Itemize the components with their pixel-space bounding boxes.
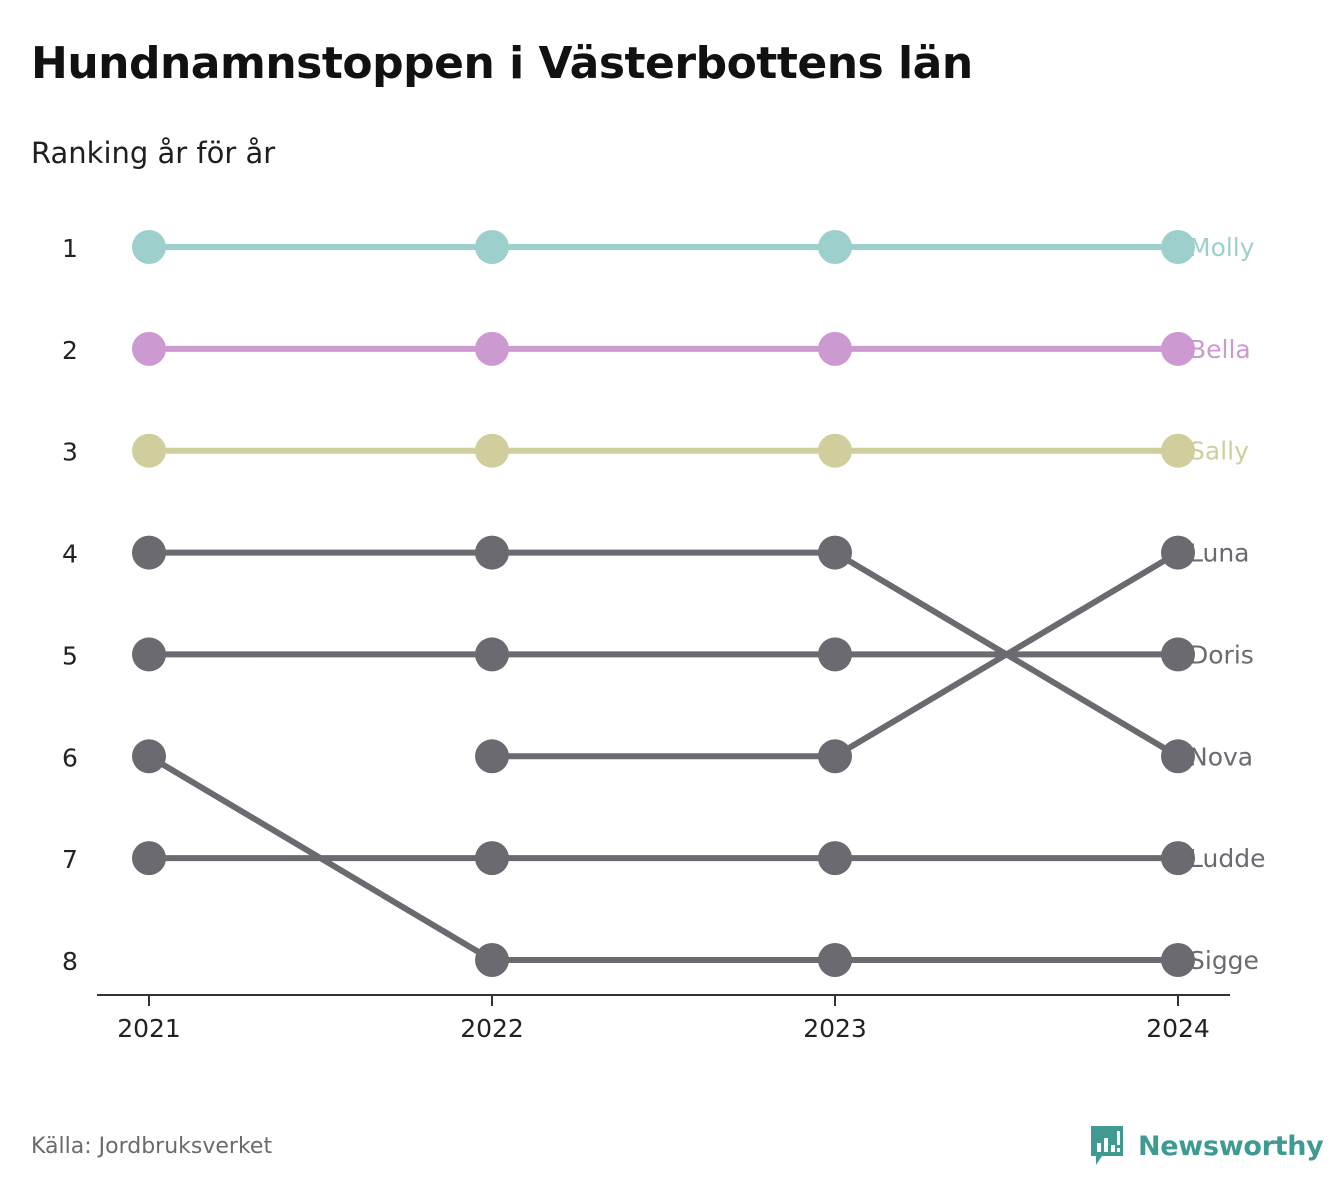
- data-point-doris: [818, 637, 852, 672]
- newsworthy-logo-icon: [1091, 1126, 1123, 1165]
- x-tick-label: 2022: [460, 1014, 524, 1043]
- series-label-bella: Bella: [1189, 335, 1251, 364]
- brand-name: Newsworthy: [1138, 1130, 1324, 1162]
- series-label-doris: Doris: [1189, 640, 1254, 669]
- source-note: Källa: Jordbruksverket: [31, 1134, 273, 1159]
- y-tick-label: 1: [62, 234, 78, 263]
- x-axis-ticks: 2021 2022 2023 2024: [117, 995, 1210, 1043]
- data-point-bella: [818, 331, 852, 366]
- data-point-nova: [818, 535, 852, 570]
- y-tick-label: 8: [62, 947, 78, 976]
- data-point-luna: [475, 739, 509, 774]
- y-tick-label: 7: [62, 845, 78, 874]
- y-tick-label: 5: [62, 641, 78, 670]
- data-point-nova: [1161, 739, 1195, 774]
- series-line-nova: [146, 549, 1181, 760]
- chart-subtitle: Ranking år för år: [31, 136, 276, 170]
- x-tick-label: 2023: [803, 1014, 867, 1043]
- series-label-sigge: Sigge: [1189, 946, 1259, 975]
- series-end-labels: Luna Doris Nova Ludde Sigge Molly Bella Sally: [1189, 233, 1265, 975]
- data-point-molly: [1161, 230, 1195, 264]
- data-point-sigge: [818, 943, 852, 977]
- series-label-nova: Nova: [1189, 742, 1253, 771]
- data-point-ludde: [1161, 841, 1195, 876]
- data-point-ludde: [132, 841, 166, 876]
- series-lines: [146, 244, 1181, 963]
- data-point-sally: [475, 433, 509, 468]
- series-label-molly: Molly: [1189, 233, 1255, 262]
- x-tick-label: 2024: [1146, 1014, 1210, 1043]
- brand-logo: Newsworthy: [1088, 1124, 1324, 1168]
- data-point-sally: [132, 433, 166, 468]
- series-points: [132, 230, 1195, 977]
- data-point-ludde: [475, 841, 509, 876]
- data-point-luna: [1161, 535, 1195, 570]
- y-axis-rank-labels: 1 2 3 4 5 6 7 8: [62, 234, 78, 976]
- data-point-nova: [132, 535, 166, 570]
- data-point-bella: [1161, 331, 1195, 366]
- data-point-sigge: [1161, 943, 1195, 977]
- data-point-molly: [475, 230, 509, 264]
- y-tick-label: 6: [62, 743, 78, 772]
- series-line-sigge: [146, 753, 1181, 963]
- data-point-doris: [132, 637, 166, 672]
- bump-chart: Luna Doris Nova Ludde Sigge Molly Bella Sally 1…: [62, 230, 1265, 1043]
- y-tick-label: 4: [62, 540, 78, 569]
- data-point-ludde: [818, 841, 852, 876]
- data-point-sally: [1161, 433, 1195, 468]
- data-point-bella: [475, 331, 509, 366]
- data-point-sally: [818, 433, 852, 468]
- series-label-luna: Luna: [1189, 539, 1250, 568]
- data-point-luna: [818, 739, 852, 774]
- data-point-doris: [475, 637, 509, 672]
- data-point-sigge: [132, 739, 166, 774]
- data-point-nova: [475, 535, 509, 570]
- chart-title: Hundnamnstoppen i Västerbottens län: [31, 38, 973, 89]
- data-point-molly: [818, 230, 852, 264]
- series-label-ludde: Ludde: [1189, 844, 1265, 873]
- data-point-sigge: [475, 943, 509, 977]
- series-label-sally: Sally: [1189, 437, 1249, 466]
- data-point-molly: [132, 230, 166, 264]
- x-tick-label: 2021: [117, 1014, 181, 1043]
- y-tick-label: 2: [62, 336, 78, 365]
- data-point-bella: [132, 331, 166, 366]
- data-point-doris: [1161, 637, 1195, 672]
- y-tick-label: 3: [62, 438, 78, 467]
